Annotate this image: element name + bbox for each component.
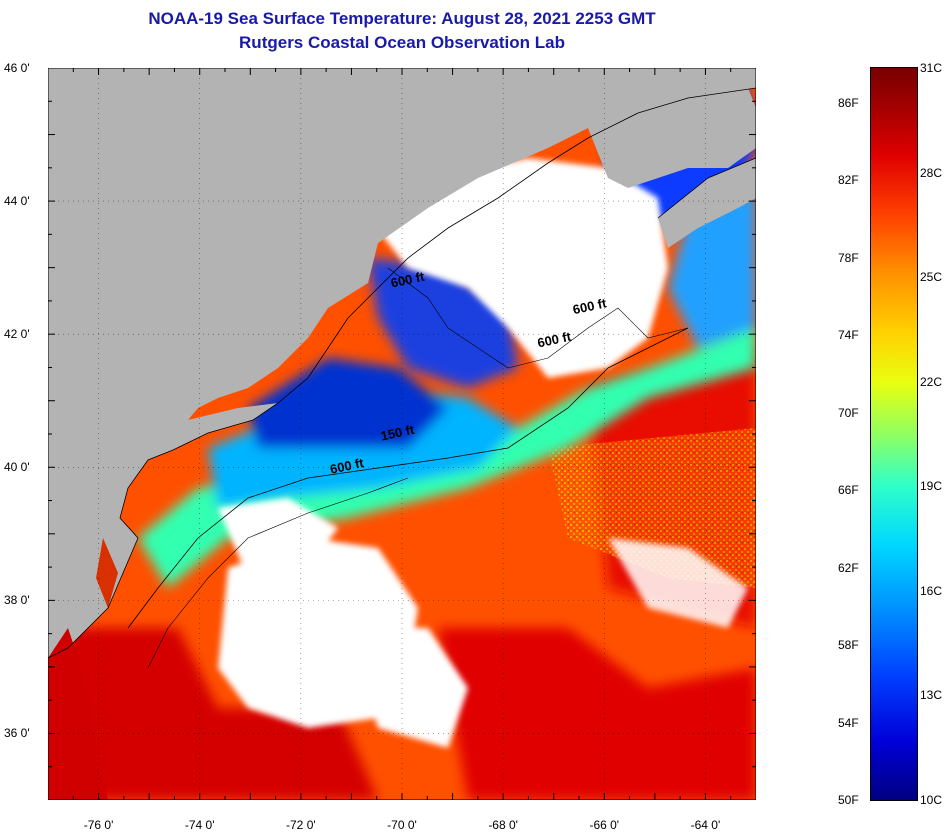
colorbar-f-label: 82F [838, 173, 859, 188]
cloud-offshore [348, 628, 468, 748]
lon-label: -70 0' [387, 818, 417, 832]
hot-zone-south [48, 588, 378, 800]
land-nova-scotia [658, 158, 756, 248]
colorbar-c-label: 31C [920, 61, 943, 75]
sst-map: 600 ft 600 ft 600 ft 150 ft 600 ft [48, 68, 756, 800]
land-us-mainland [48, 68, 756, 658]
colorbar-c-label: 28C [920, 165, 943, 180]
lon-label: -72 0' [286, 818, 316, 832]
sst-map-canvas: 600 ft 600 ft 600 ft 150 ft 600 ft [48, 68, 756, 800]
colorbar-f-label: 62F [838, 560, 859, 575]
lat-label: 36 0' [4, 726, 30, 741]
colorbar-f-label: 86F [838, 95, 859, 110]
temperature-colorbar [870, 67, 918, 801]
bay-delaware [96, 538, 118, 608]
map-ticks [48, 68, 756, 800]
contour-label: 600 ft [536, 329, 573, 351]
colorbar-f-label: 78F [838, 250, 859, 265]
bay-chesapeake [48, 628, 108, 800]
colorbar-f-label: 70F [838, 405, 859, 420]
map-title: NOAA-19 Sea Surface Temperature: August … [148, 9, 656, 28]
speckle-region [548, 428, 756, 588]
contour-gulf [387, 267, 689, 369]
contour-600ft [127, 327, 689, 629]
lon-label: -74 0' [184, 818, 215, 832]
colorbar-f-label: 74F [838, 328, 859, 343]
contour-label: 600 ft [329, 455, 366, 477]
colorbar-f-label: 58F [838, 638, 859, 653]
colorbar-c-label: 10C [920, 793, 943, 807]
colorbar-c-label: 25C [920, 270, 943, 285]
coastline [48, 87, 756, 659]
map-subtitle: Rutgers Coastal Ocean Observation Lab [239, 33, 565, 52]
lon-label: -66 0' [589, 818, 620, 832]
colorbar-f-label: 54F [838, 715, 859, 730]
lat-label: 40 0' [4, 460, 30, 475]
contour-label: 150 ft [379, 422, 416, 444]
colorbar-c-label: 22C [920, 374, 943, 389]
contour-label: 600 ft [389, 269, 426, 291]
colorbar-c-label: 19C [920, 479, 943, 494]
lat-label: 38 0' [4, 593, 30, 608]
cloud-east [608, 538, 748, 628]
colorbar-f-label: 50F [838, 793, 859, 807]
coastline-nova-scotia [657, 157, 756, 219]
lon-label: -64 0' [690, 818, 721, 832]
lat-label: 42 0' [4, 327, 30, 342]
lat-label: 44 0' [4, 194, 30, 209]
contour-label: 600 ft [571, 295, 608, 317]
colorbar-c-label: 13C [920, 688, 943, 703]
cloud-small [468, 188, 548, 258]
lon-label: -76 0' [83, 818, 114, 832]
contour-150ft [147, 477, 409, 669]
contour-labels: 600 ft 600 ft 600 ft 150 ft 600 ft [329, 269, 609, 477]
land-new-brunswick [588, 88, 756, 188]
cold-zone-shelf [248, 358, 448, 448]
colorbar-f-label: 66F [838, 483, 859, 498]
lat-lon-gridlines [48, 68, 756, 800]
lon-label: -68 0' [488, 818, 518, 832]
lat-label: 46 0' [4, 61, 30, 75]
colorbar-c-label: 16C [920, 583, 943, 598]
hot-zone-southeast [438, 628, 756, 800]
cloud-gulf-of-maine [368, 158, 668, 378]
